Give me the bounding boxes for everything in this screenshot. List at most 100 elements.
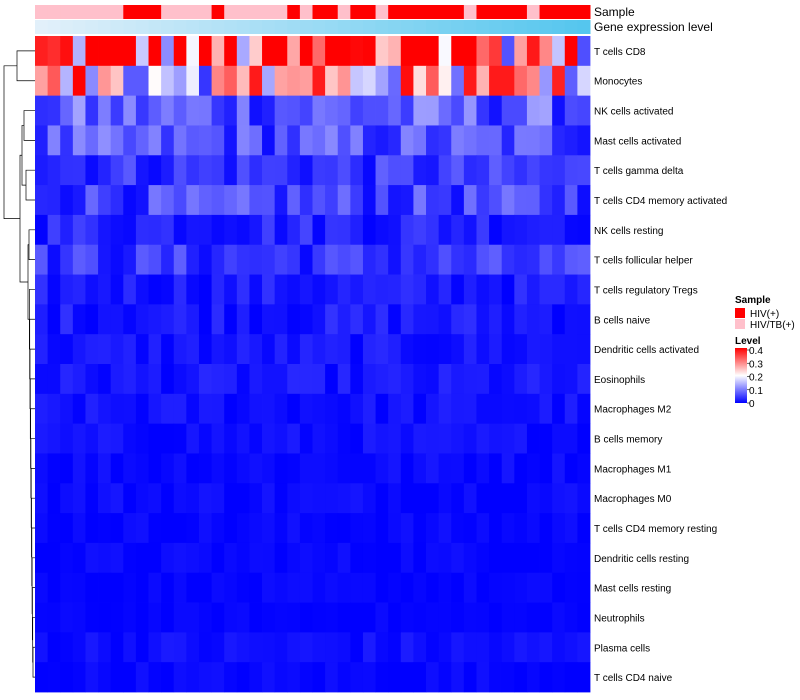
expression-annotation-cell xyxy=(98,20,112,34)
heatmap-cell xyxy=(274,393,288,425)
heatmap-cell xyxy=(400,95,414,126)
heatmap-cell xyxy=(451,304,465,335)
heatmap-cell xyxy=(236,662,250,693)
heatmap-cell xyxy=(299,65,313,97)
heatmap-cell xyxy=(577,155,591,186)
heatmap-cell xyxy=(249,304,263,335)
heatmap-cell xyxy=(526,662,540,693)
heatmap-cell xyxy=(135,185,149,216)
heatmap-cell xyxy=(552,513,566,544)
heatmap-cell xyxy=(388,513,402,544)
heatmap-cell xyxy=(35,125,49,156)
heatmap-cell xyxy=(236,304,250,335)
heatmap-cell xyxy=(148,185,162,216)
heatmap-cell xyxy=(123,36,137,67)
heatmap-cell xyxy=(186,214,200,246)
heatmap-cell xyxy=(161,572,175,603)
sample-annotation-cell xyxy=(35,5,49,19)
heatmap-cell xyxy=(198,185,212,216)
expression-annotation-cell xyxy=(47,20,61,34)
heatmap-cell xyxy=(287,542,301,574)
heatmap-cell xyxy=(489,542,503,574)
heatmap-cell xyxy=(337,662,351,693)
sample-annotation-cell xyxy=(337,5,351,19)
expression-annotation-cell xyxy=(413,20,427,34)
heatmap-cell xyxy=(173,423,187,454)
heatmap-cell xyxy=(426,662,440,693)
heatmap-cell xyxy=(438,542,452,574)
heatmap-cell xyxy=(362,602,376,633)
heatmap-cell xyxy=(375,542,389,574)
heatmap-cell xyxy=(110,65,124,97)
heatmap-cell xyxy=(85,393,99,425)
heatmap-cell xyxy=(413,632,427,663)
row-label: Macrophages M2 xyxy=(594,405,672,416)
heatmap-cell xyxy=(564,632,578,663)
heatmap-cell xyxy=(161,334,175,365)
row-label: Dendritic cells activated xyxy=(594,345,699,356)
heatmap-cell xyxy=(526,393,540,425)
heatmap-cell xyxy=(135,632,149,663)
heatmap-cell xyxy=(148,542,162,574)
heatmap-cell xyxy=(60,364,74,395)
heatmap-cell xyxy=(325,542,339,574)
heatmap-cell xyxy=(72,393,86,425)
heatmap-cell xyxy=(98,125,112,156)
heatmap-cell xyxy=(135,393,149,425)
heatmap-cell xyxy=(224,393,238,425)
heatmap-cell xyxy=(413,542,427,574)
heatmap-cell xyxy=(186,244,200,275)
heatmap-cell xyxy=(388,185,402,216)
heatmap-cell xyxy=(161,423,175,454)
heatmap-cell xyxy=(186,602,200,633)
legend-level-title: Level xyxy=(735,336,761,347)
heatmap-cell xyxy=(337,542,351,574)
heatmap-cell xyxy=(451,393,465,425)
heatmap-cell xyxy=(262,214,276,246)
heatmap-cell xyxy=(224,304,238,335)
heatmap-cell xyxy=(564,513,578,544)
heatmap-cell xyxy=(476,155,490,186)
heatmap-cell xyxy=(287,364,301,395)
heatmap-cell xyxy=(47,393,61,425)
sample-annotation-cell xyxy=(514,5,528,19)
heatmap-cell xyxy=(362,36,376,67)
heatmap-cell xyxy=(526,185,540,216)
heatmap-cell xyxy=(148,244,162,275)
heatmap-cell xyxy=(400,125,414,156)
heatmap-cell xyxy=(463,542,477,574)
heatmap-cell xyxy=(337,36,351,67)
heatmap-cell xyxy=(262,662,276,693)
dendrogram-branch xyxy=(25,169,35,201)
heatmap-cell xyxy=(552,662,566,693)
heatmap-cell xyxy=(337,483,351,514)
heatmap-cell xyxy=(173,542,187,574)
heatmap-cell xyxy=(552,364,566,395)
heatmap-cell xyxy=(463,125,477,156)
row-label: Neutrophils xyxy=(594,613,645,624)
sample-annotation-cell xyxy=(451,5,465,19)
heatmap-cell xyxy=(148,662,162,693)
heatmap-cell xyxy=(35,572,49,603)
heatmap-cell xyxy=(400,572,414,603)
heatmap-cell xyxy=(375,364,389,395)
heatmap-cell xyxy=(526,304,540,335)
heatmap-cell xyxy=(413,125,427,156)
heatmap-cell xyxy=(211,662,225,693)
heatmap-cell xyxy=(211,483,225,514)
sample-annotation-cell xyxy=(98,5,112,19)
heatmap-cell xyxy=(463,185,477,216)
sample-annotation-cell xyxy=(552,5,566,19)
heatmap-cell xyxy=(110,542,124,574)
expression-annotation-cell xyxy=(350,20,364,34)
heatmap-cell xyxy=(362,244,376,275)
heatmap-cell xyxy=(552,572,566,603)
heatmap-cell xyxy=(123,364,137,395)
heatmap-cell xyxy=(476,393,490,425)
heatmap-cell xyxy=(564,662,578,693)
heatmap-cell xyxy=(148,483,162,514)
expression-annotation-cell xyxy=(249,20,263,34)
heatmap-cell xyxy=(173,513,187,544)
row-label: Monocytes xyxy=(594,77,642,88)
heatmap-cells xyxy=(35,36,591,693)
